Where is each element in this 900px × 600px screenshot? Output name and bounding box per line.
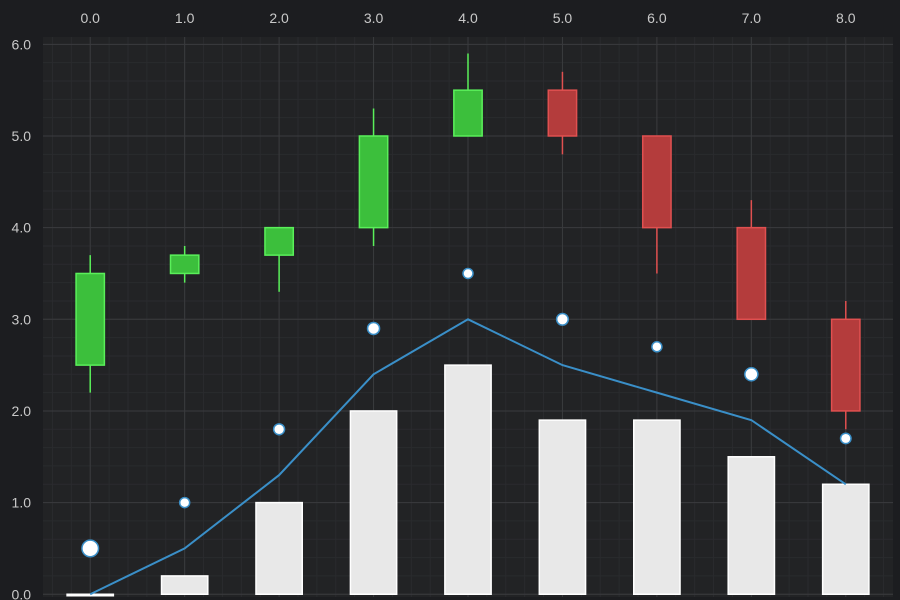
x-tick-label: 6.0 <box>647 10 667 26</box>
bar <box>821 483 870 596</box>
bubble <box>839 432 852 445</box>
x-tick-label: 4.0 <box>458 10 478 26</box>
candle-down <box>830 318 861 412</box>
bar <box>727 456 776 596</box>
y-tick-label: 2.0 <box>12 403 32 419</box>
bar <box>633 419 681 596</box>
candle-down <box>736 226 767 321</box>
x-tick-label: 0.0 <box>80 10 100 26</box>
candle-up <box>358 135 389 229</box>
line-series <box>89 318 847 596</box>
candle-up <box>264 226 295 256</box>
candle-down <box>547 89 578 137</box>
x-tick-label: 1.0 <box>175 10 195 26</box>
x-tick-label: 8.0 <box>836 10 856 26</box>
candle-up <box>75 272 106 366</box>
bubble <box>272 423 286 436</box>
candlestick-series <box>75 53 861 430</box>
y-tick-label: 3.0 <box>12 311 32 327</box>
x-tick-label: 7.0 <box>742 10 762 26</box>
bubble <box>651 341 663 353</box>
bar <box>538 419 587 596</box>
x-tick-label: 3.0 <box>364 10 384 26</box>
y-tick-label: 4.0 <box>12 220 32 236</box>
bubble <box>366 321 381 336</box>
bubble <box>555 312 570 326</box>
x-tick-label: 2.0 <box>269 10 289 26</box>
candle-down <box>641 135 672 229</box>
bar <box>255 501 304 596</box>
line-path <box>89 318 847 596</box>
y-tick-label: 1.0 <box>12 495 32 511</box>
bubble-series <box>81 267 852 558</box>
y-tick-label: 0.0 <box>12 586 32 600</box>
bubble <box>81 539 100 558</box>
bubble <box>178 496 191 509</box>
bar-series <box>66 364 870 597</box>
y-tick-label: 5.0 <box>12 128 32 144</box>
bar <box>66 593 115 597</box>
bubble <box>744 366 759 382</box>
y-axis: 0.0 1.0 2.0 3.0 4.0 5.0 6.0 <box>12 36 32 600</box>
bar <box>444 364 492 596</box>
x-axis: 0.0 1.0 2.0 3.0 4.0 5.0 6.0 7.0 8.0 <box>80 10 855 26</box>
x-tick-label: 5.0 <box>553 10 573 26</box>
bar <box>160 575 209 596</box>
bubble <box>462 267 474 280</box>
candle-up <box>169 254 200 275</box>
candle-up <box>453 89 483 137</box>
bar <box>349 410 398 596</box>
y-tick-label: 6.0 <box>12 36 32 52</box>
